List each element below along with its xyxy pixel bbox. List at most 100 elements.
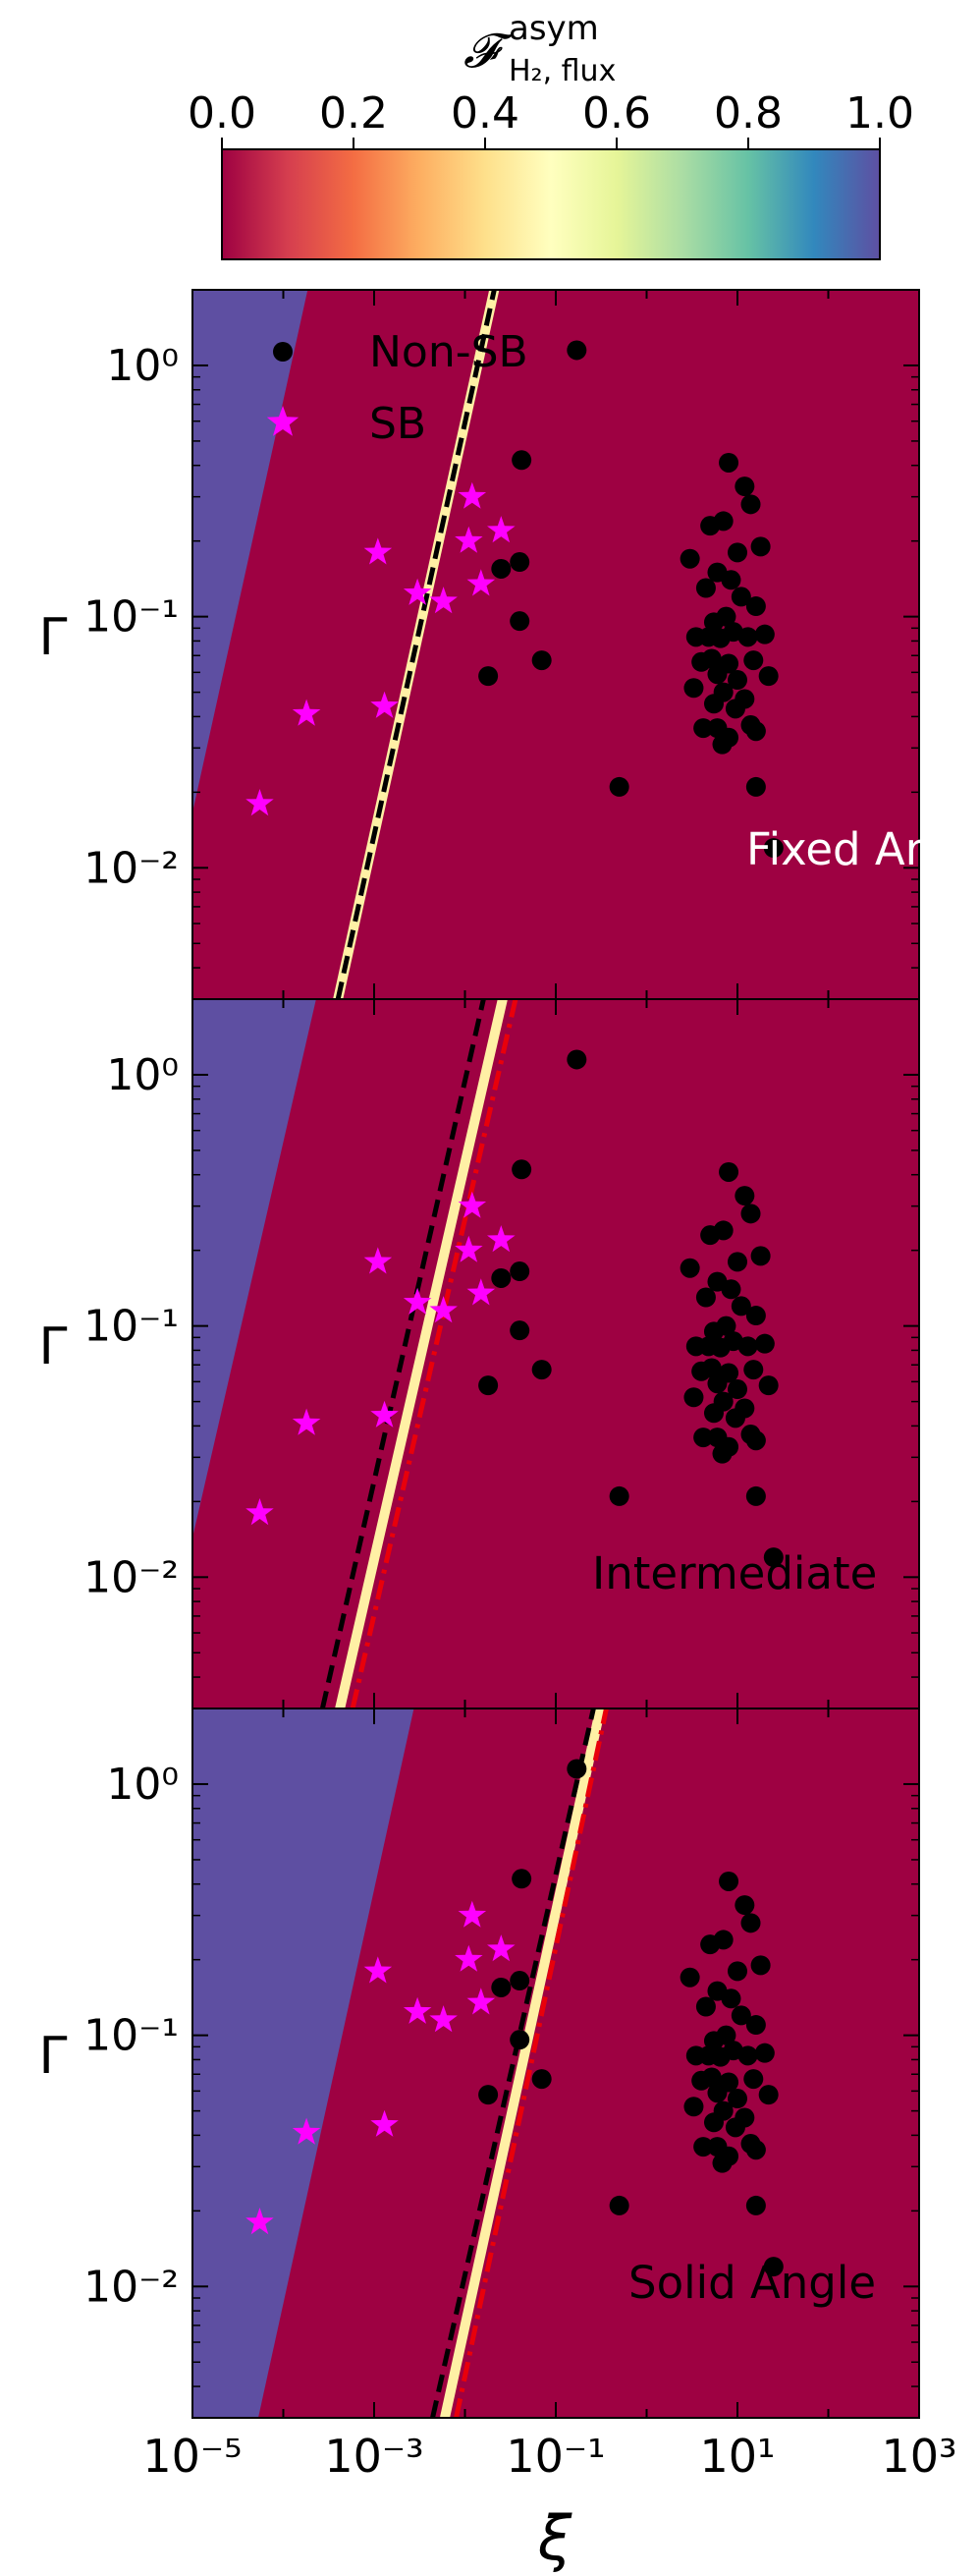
non-sb-point bbox=[737, 627, 758, 647]
non-sb-point bbox=[740, 1913, 761, 1933]
non-sb-point bbox=[731, 587, 751, 607]
sb-point bbox=[363, 537, 393, 565]
dashed-line bbox=[335, 290, 497, 999]
legend-sb-label: SB bbox=[369, 399, 426, 449]
non-sb-point bbox=[693, 1428, 714, 1448]
colorbar-tick-label: 0.2 bbox=[319, 88, 388, 139]
sb-point bbox=[363, 1956, 393, 1984]
non-sb-point bbox=[701, 1358, 722, 1378]
non-sb-point bbox=[512, 1869, 532, 1889]
non-sb-point bbox=[745, 776, 766, 797]
non-sb-point bbox=[701, 648, 722, 669]
y-axis-label-1: Γ bbox=[39, 608, 68, 667]
non-sb-point bbox=[721, 570, 741, 590]
non-sb-point bbox=[725, 2117, 745, 2138]
colorbar-tick-label: 0.0 bbox=[188, 88, 256, 139]
non-sb-point bbox=[512, 1159, 532, 1180]
non-sb-point bbox=[740, 1204, 761, 1224]
non-sb-point bbox=[721, 1988, 741, 2009]
legend: Non-SB SB bbox=[266, 327, 528, 449]
non-sb-point bbox=[745, 1430, 766, 1451]
non-sb-point bbox=[758, 2085, 779, 2105]
non-sb-point bbox=[703, 1403, 724, 1424]
non-sb-point bbox=[683, 2097, 704, 2117]
x-tick-labels: 10⁻⁵ 10⁻³ 10⁻¹ 10¹ 10³ bbox=[142, 2430, 956, 2483]
heatmap-region-high bbox=[192, 999, 316, 1708]
sb-point bbox=[403, 1287, 432, 1315]
non-sb-point bbox=[710, 1337, 731, 1358]
non-sb-point bbox=[510, 2030, 530, 2050]
colorbar-label-sup: asym bbox=[509, 9, 599, 48]
y-tick-label: 10⁰ bbox=[106, 341, 179, 391]
x-tick-label: 10³ bbox=[882, 2430, 957, 2483]
heatmap-boundary bbox=[440, 1708, 606, 2418]
sb-point bbox=[245, 789, 274, 816]
sb-point bbox=[458, 1900, 487, 1928]
non-sb-point bbox=[745, 2140, 766, 2160]
colorbar-gradient bbox=[221, 148, 881, 260]
panel-label: Intermediate bbox=[592, 1547, 877, 1599]
sb-point bbox=[455, 1235, 483, 1262]
non-sb-point bbox=[567, 340, 587, 361]
non-sb-point bbox=[758, 1375, 779, 1396]
panel-2: 10⁰ 10⁻¹ 10⁻² Intermediate bbox=[83, 998, 920, 1709]
sb-point bbox=[370, 1400, 399, 1428]
sb-point bbox=[458, 1191, 487, 1218]
heatmap bbox=[192, 1708, 919, 2418]
non-sb-point bbox=[531, 2069, 552, 2090]
non-sb-point bbox=[743, 2069, 764, 2090]
non-sb-point bbox=[609, 2195, 629, 2215]
heatmap-region-high bbox=[192, 290, 308, 999]
non-sb-point bbox=[693, 718, 714, 739]
non-sb-point bbox=[712, 2153, 733, 2173]
dash-dot-line bbox=[454, 1708, 609, 2418]
sb-point bbox=[429, 1296, 458, 1323]
panel-1: 10⁰ 10⁻¹ 10⁻² Fixed Area bbox=[83, 289, 976, 1000]
sb-point bbox=[455, 526, 483, 553]
non-sb-point bbox=[737, 2045, 758, 2066]
non-sb-point bbox=[728, 1379, 747, 1400]
non-sb-point bbox=[721, 1279, 741, 1300]
heatmap-region-high bbox=[192, 1708, 414, 2418]
non-sb-point bbox=[693, 2137, 714, 2157]
sb-point bbox=[370, 691, 399, 718]
non-sb-point bbox=[716, 1316, 736, 1336]
non-sb-point bbox=[567, 1759, 587, 1779]
non-sb-point bbox=[763, 1547, 784, 1568]
heatmap bbox=[192, 290, 919, 999]
non-sb-point bbox=[680, 1967, 700, 1988]
colorbar-tick-label: 0.4 bbox=[451, 88, 519, 139]
y-tick-label: 10⁰ bbox=[106, 1760, 179, 1810]
non-sb-point bbox=[695, 578, 716, 598]
non-sb-point bbox=[725, 1408, 745, 1428]
non-sb-point bbox=[683, 1387, 704, 1408]
non-sb-point bbox=[491, 1267, 512, 1288]
non-sb-point bbox=[750, 536, 771, 557]
non-sb-point bbox=[713, 511, 734, 532]
sb-point bbox=[292, 2117, 321, 2145]
non-sb-point bbox=[737, 1336, 758, 1357]
non-sb-point bbox=[716, 606, 736, 627]
y-tick-label: 10⁻¹ bbox=[83, 592, 179, 643]
non-sb-point bbox=[609, 1485, 629, 1506]
non-sb-point bbox=[719, 1161, 739, 1182]
non-sb-point bbox=[707, 1373, 728, 1394]
non-sb-point bbox=[710, 2046, 731, 2067]
colorbar: 𝓕 asym H₂, flux 0.0 0.2 0.4 0.6 0.8 1.0 bbox=[188, 9, 914, 260]
sb-point bbox=[466, 569, 496, 596]
sb-point bbox=[403, 1996, 432, 2024]
non-sb-point bbox=[719, 1871, 739, 1891]
sb-point bbox=[363, 1247, 393, 1274]
colorbar-ticks: 0.0 0.2 0.4 0.6 0.8 1.0 bbox=[188, 88, 914, 149]
colorbar-tick-label: 0.6 bbox=[582, 88, 651, 139]
y-tick-label: 10⁻² bbox=[83, 1552, 179, 1602]
non-sb-point bbox=[743, 650, 764, 671]
non-sb-point bbox=[683, 678, 704, 699]
sb-point bbox=[458, 481, 487, 509]
non-sb-point bbox=[745, 1306, 766, 1326]
non-sb-point bbox=[531, 650, 552, 671]
y-tick-label: 10⁻² bbox=[83, 2262, 179, 2312]
legend-non-sb-label: Non-SB bbox=[369, 327, 528, 377]
non-sb-point bbox=[735, 476, 755, 497]
